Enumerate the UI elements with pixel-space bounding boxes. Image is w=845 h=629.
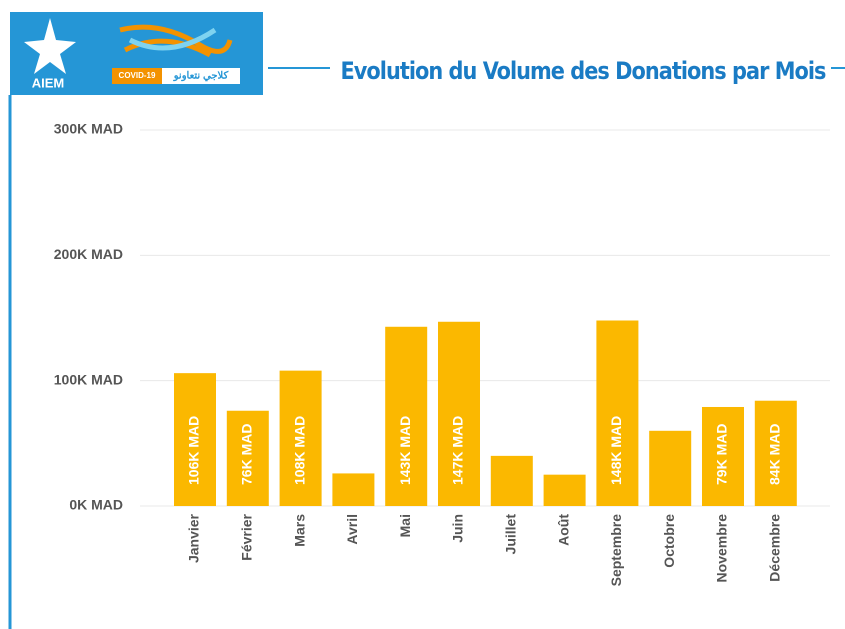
x-tick-label: Novembre <box>714 514 730 583</box>
x-tick-label: Août <box>555 514 571 546</box>
x-tick-label: Juin <box>450 514 466 543</box>
x-tick-label: Mai <box>397 514 413 537</box>
logo-name: AIEM <box>32 75 65 90</box>
logo-slogan: كلاجي نتعاونو <box>173 71 229 82</box>
value-label: 84K MAD <box>767 424 783 485</box>
y-tick-label: 300K MAD <box>54 121 123 137</box>
x-tick-label: Décembre <box>767 514 783 582</box>
x-tick-label: Janvier <box>186 513 202 563</box>
value-label: 76K MAD <box>239 424 255 485</box>
value-label: 106K MAD <box>186 416 202 485</box>
x-tick-label: Février <box>239 513 255 560</box>
value-label: 143K MAD <box>397 416 413 485</box>
logo-tag: COVID-19 <box>119 71 156 80</box>
x-tick-label: Septembre <box>608 514 624 587</box>
value-label: 147K MAD <box>450 416 466 485</box>
value-label: 108K MAD <box>291 416 307 485</box>
y-tick-label: 200K MAD <box>54 246 123 262</box>
bar <box>544 475 586 506</box>
y-tick-label: 100K MAD <box>54 371 123 387</box>
y-tick-label: 0K MAD <box>69 497 123 513</box>
x-tick-label: Avril <box>344 514 360 545</box>
value-label: 148K MAD <box>608 416 624 485</box>
bar <box>649 431 691 506</box>
chart-title: Evolution du Volume des Donations par Mo… <box>341 57 826 85</box>
x-tick-label: Octobre <box>661 514 677 568</box>
chart: AIEM COVID-19 كلاجي نتعاونو Evolution du… <box>0 0 845 629</box>
bar <box>491 456 533 506</box>
bar <box>332 473 374 506</box>
x-tick-label: Mars <box>291 514 307 547</box>
x-tick-label: Juillet <box>503 514 519 555</box>
value-label: 79K MAD <box>714 424 730 485</box>
